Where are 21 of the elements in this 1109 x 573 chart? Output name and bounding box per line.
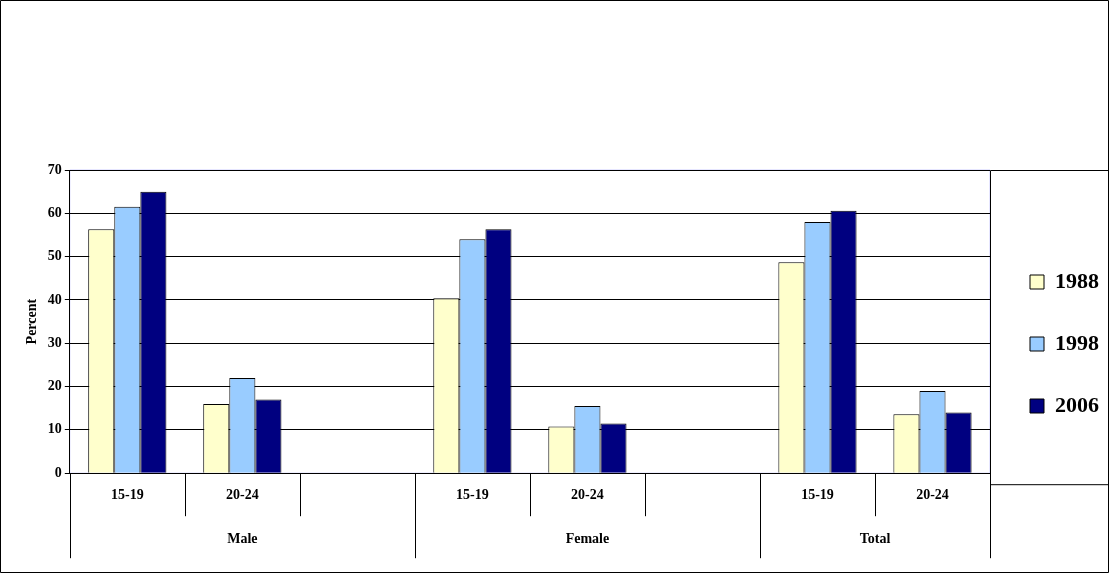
x-tick-label: 15-19 <box>456 487 489 503</box>
text: Total <box>859 530 891 546</box>
y-tick-label: 0 <box>54 464 62 480</box>
y-tick-label: 60 <box>47 204 62 220</box>
y-tick-label: 70 <box>47 161 62 177</box>
legend-label: 1988 <box>1055 267 1099 293</box>
x-tick-label: 20-24 <box>571 487 604 503</box>
text: Female <box>565 530 610 546</box>
x-tick-label: 15-19 <box>801 487 834 503</box>
legend-label: 1998 <box>1055 329 1099 355</box>
y-tick-label: 30 <box>47 334 62 350</box>
legend-label: 2006 <box>1055 391 1099 417</box>
x-tick-label: 15-19 <box>110 487 144 503</box>
y-tick-label: 50 <box>47 248 62 264</box>
y-tick-label: 10 <box>47 421 62 437</box>
x-tick-label: 20-24 <box>916 487 949 503</box>
y-axis-title: Percent <box>24 298 40 345</box>
y-tick-label: 40 <box>47 291 62 307</box>
text: Male <box>227 530 258 546</box>
x-tick-label: 20-24 <box>226 487 259 503</box>
y-tick-label: 20 <box>47 378 62 394</box>
